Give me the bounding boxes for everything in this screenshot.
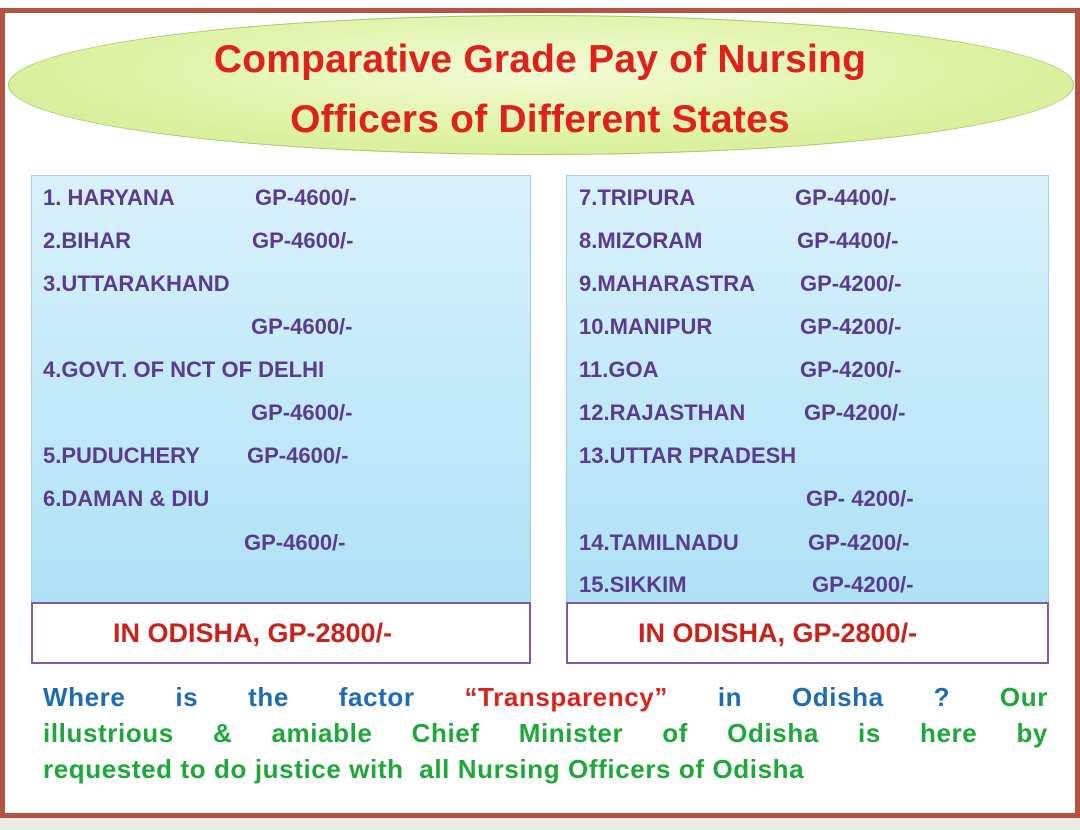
grade-pay: GP-4600/-	[251, 400, 353, 425]
grade-pay: GP-4600/-	[247, 443, 349, 468]
appeal-word: Minister	[518, 718, 624, 748]
grade-pay: GP-4200/-	[800, 271, 902, 296]
state-name: 8.MIZORAM	[579, 228, 703, 253]
grade-pay: GP-4600/-	[252, 228, 354, 253]
appeal-word: amiable	[271, 718, 373, 748]
appeal-word: Chief	[411, 718, 480, 748]
grade-pay: GP-4400/-	[797, 228, 899, 253]
appeal-word: &	[212, 718, 233, 748]
title-line-2: Officers of Different States	[290, 98, 790, 141]
grade-pay: GP-4200/-	[804, 400, 906, 425]
state-name: 10.MANIPUR	[579, 314, 713, 339]
transparency-word: “Transparency”	[464, 682, 668, 712]
state-name: 1. HARYANA	[43, 185, 175, 210]
state-name: 14.TAMILNADU	[579, 530, 739, 555]
grade-pay: GP-4200/-	[800, 314, 902, 339]
grade-pay: GP-4200/-	[800, 357, 902, 382]
state-name: 6.DAMAN & DIU	[43, 486, 210, 511]
appeal-word: of	[662, 718, 689, 748]
right-state-panel	[566, 175, 1049, 605]
bottom-strip	[0, 818, 1080, 830]
appeal-word: in	[717, 682, 743, 712]
appeal-line-2: illustrious & amiable Chief Minister of …	[43, 715, 1048, 751]
appeal-word: Our	[999, 682, 1048, 712]
state-name: 11.GOA	[579, 357, 659, 382]
state-name: 15.SIKKIM	[579, 572, 687, 597]
grade-pay: GP-4200/-	[808, 530, 910, 555]
grade-pay: GP- 4200/-	[806, 486, 914, 511]
odisha-grade-pay-box-left: IN ODISHA, GP-2800/-	[31, 602, 531, 664]
appeal-word: Odisha	[727, 718, 819, 748]
title-oval	[8, 15, 1074, 155]
appeal-word: by	[1016, 718, 1048, 748]
state-name: 9.MAHARASTRA	[579, 271, 755, 296]
state-name: 2.BIHAR	[43, 228, 132, 253]
state-name: 7.TRIPURA	[579, 185, 696, 210]
appeal-line-3: requested to do justice with all Nursing…	[43, 754, 805, 784]
appeal-word: illustrious	[43, 718, 174, 748]
state-name: 13.UTTAR PRADESH	[579, 443, 797, 468]
odisha-grade-pay-box-right: IN ODISHA, GP-2800/-	[566, 602, 1049, 664]
appeal-line-1: Where is the factor “Transparency” in Od…	[43, 679, 1048, 715]
appeal-word: the	[248, 682, 289, 712]
appeal-word: Where	[43, 682, 126, 712]
state-name: 4.GOVT. OF NCT OF DELHI	[43, 357, 325, 382]
appeal-word: ?	[933, 682, 951, 712]
appeal-word: is	[175, 682, 199, 712]
state-name: 5.PUDUCHERY	[43, 443, 200, 468]
grade-pay: GP-4200/-	[812, 572, 914, 597]
grade-pay: GP-4600/-	[251, 314, 353, 339]
grade-pay: GP-4600/-	[244, 530, 346, 555]
appeal-word: factor	[338, 682, 415, 712]
title-line-1: Comparative Grade Pay of Nursing	[213, 38, 867, 81]
grade-pay: GP-4400/-	[795, 185, 897, 210]
state-name: 3.UTTARAKHAND	[43, 271, 230, 296]
appeal-word: Odisha	[791, 682, 884, 712]
appeal-word: here	[920, 718, 978, 748]
state-name: 12.RAJASTHAN	[579, 400, 746, 425]
appeal-word: is	[858, 718, 881, 748]
page-title: Comparative Grade Pay of Nursing Officer…	[140, 30, 940, 150]
grade-pay: GP-4600/-	[255, 185, 357, 210]
